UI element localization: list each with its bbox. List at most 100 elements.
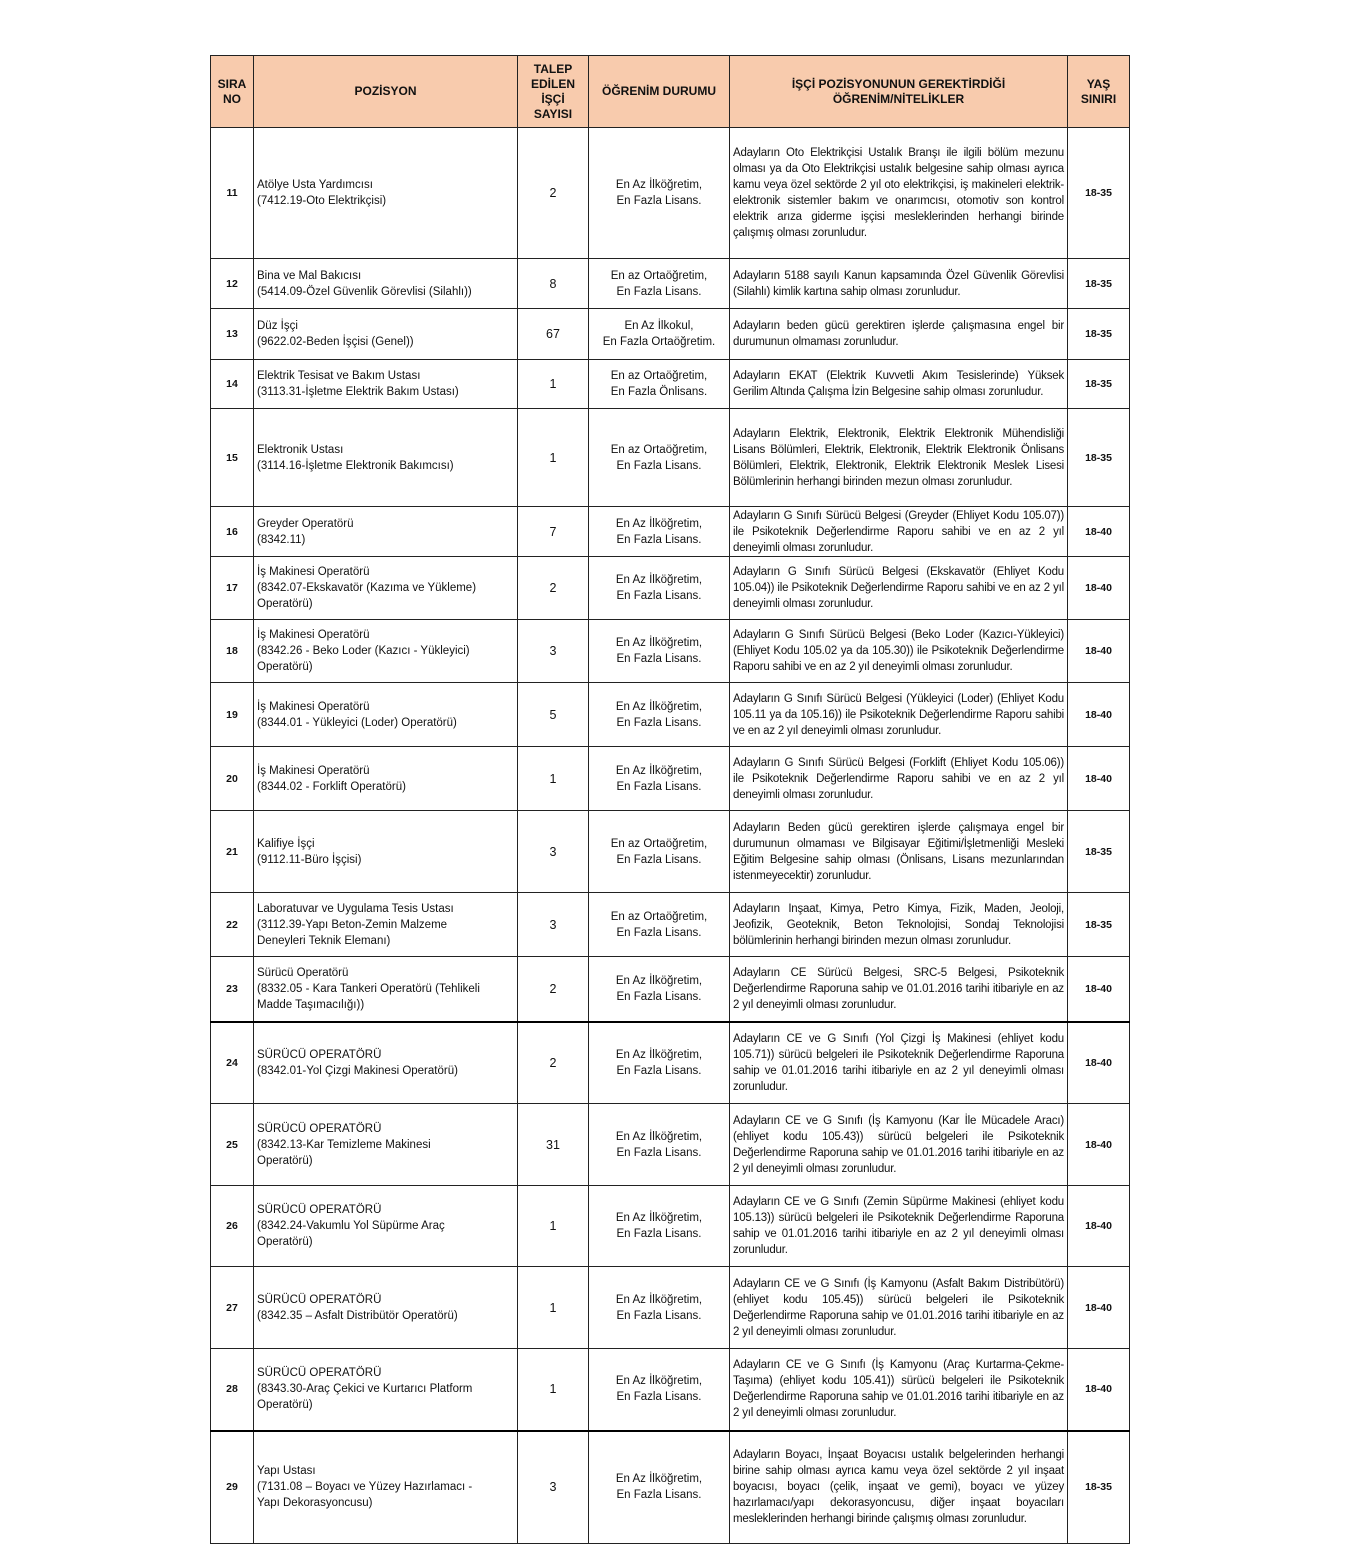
qualifications-text: Adayların CE ve G Sınıfı (Zemin Süpürme … <box>729 1185 1068 1267</box>
education-cell: En Az İlköğretim, En Fazla Lisans. <box>588 1185 730 1267</box>
position-line: Yapı Ustası <box>257 1465 316 1478</box>
requested-count: 8 <box>517 258 589 309</box>
table-row: 14 Elektrik Tesisat ve Bakım Ustası (3113.… <box>210 359 1130 409</box>
position-line: Elektronik Ustası <box>257 443 344 456</box>
age-limit: 18-35 <box>1067 359 1130 409</box>
row-number: 20 <box>210 746 254 811</box>
education-cell: En az Ortaöğretim, En Fazla Lisans. <box>588 892 730 957</box>
education-line: En Fazla Lisans. <box>616 853 702 866</box>
requested-count: 1 <box>517 1348 589 1432</box>
position-cell: Elektrik Tesisat ve Bakım Ustası (3113.31… <box>253 359 518 409</box>
age-limit: 18-40 <box>1067 1348 1130 1432</box>
table-row: 13 Düz İşçi (9622.02-Beden İşçisi (Genel))… <box>210 308 1130 360</box>
row-number: 14 <box>210 359 254 409</box>
table-row: 21 Kalifiye İşçi (9112.11-Büro İşçisi) 3 En … <box>210 810 1130 893</box>
position-line: Operatörü) <box>257 1154 313 1167</box>
qualifications-text: Adayların G Sınıfı Sürücü Belgesi (Ekska… <box>729 556 1068 620</box>
position-line: Atölye Usta Yardımcısı <box>257 179 373 191</box>
education-line: En Fazla Lisans. <box>616 990 702 1003</box>
education-line: En az Ortaöğretim, <box>610 443 708 456</box>
position-cell: Greyder Operatörü (8342.11) <box>253 506 518 557</box>
row-number: 16 <box>210 506 254 557</box>
age-limit: 18-35 <box>1067 258 1130 309</box>
row-number: 24 <box>210 1021 254 1104</box>
position-line: (3113.31-İşletme Elektrik Bakım Ustası) <box>257 386 459 398</box>
education-line: En Az İlköğretim, <box>615 517 703 530</box>
education-line: En Az İlköğretim, <box>615 1130 703 1143</box>
qualifications-text: Adayların Beden gücü gerektiren işlerde … <box>729 810 1068 893</box>
header-nitelikler: İŞÇİ POZİSYONUNUN GEREKTİRDİĞİ ÖĞRENİM/N… <box>729 55 1068 128</box>
requested-count: 3 <box>517 1430 589 1544</box>
position-line: Operatörü) <box>257 1236 313 1248</box>
table-row: 26 SÜRÜCÜ OPERATÖRÜ (8342.24-Vakumlu Yol S… <box>210 1185 1130 1267</box>
education-line: En Az İlköğretim, <box>615 574 703 586</box>
header-talep: TALEP EDİLEN İŞÇİ SAYISI <box>517 55 589 128</box>
position-line: Elektrik Tesisat ve Bakım Ustası <box>257 370 421 382</box>
education-cell: En Az İlköğretim, En Fazla Lisans. <box>588 619 730 683</box>
row-number: 26 <box>210 1185 254 1267</box>
table-row: 19 İş Makinesi Operatörü (8344.01 - Yükley… <box>210 682 1130 747</box>
requested-count: 7 <box>517 506 589 557</box>
education-line: En Fazla Lisans. <box>616 1489 702 1502</box>
requested-count: 3 <box>517 619 589 683</box>
qualifications-text: Adayların CE Sürücü Belgesi, SRC-5 Belge… <box>729 956 1068 1023</box>
education-line: En Fazla Lisans. <box>616 1309 702 1322</box>
position-cell: SÜRÜCÜ OPERATÖRÜ (8342.01-Yol Çizgi Makin… <box>253 1021 518 1104</box>
row-number: 11 <box>210 127 254 259</box>
education-line: En Az İlköğretim, <box>615 179 703 191</box>
position-line: (3114.16-İşletme Elektronik Bakımcısı) <box>257 459 454 472</box>
position-line: (8342.07-Ekskavatör (Kazıma ve Yükleme) <box>257 582 477 594</box>
position-line: Kalifiye İşçi <box>257 837 315 850</box>
qualifications-text: Adayların beden gücü gerektiren işlerde … <box>729 308 1068 360</box>
table-row: 20 İş Makinesi Operatörü (8344.02 - Forkli… <box>210 746 1130 811</box>
position-cell: Laboratuvar ve Uygulama Tesis Ustası (311… <box>253 892 518 957</box>
age-limit: 18-40 <box>1067 556 1130 620</box>
education-line: En Az İlköğretim, <box>615 1048 703 1061</box>
position-line: SÜRÜCÜ OPERATÖRÜ <box>257 1293 382 1306</box>
requested-count: 5 <box>517 682 589 747</box>
education-line: En Fazla Lisans. <box>616 926 702 939</box>
requested-count: 3 <box>517 810 589 893</box>
position-line: SÜRÜCÜ OPERATÖRÜ <box>257 1122 382 1135</box>
row-number: 17 <box>210 556 254 620</box>
education-cell: En Az İlköğretim, En Fazla Lisans. <box>588 1021 730 1104</box>
age-limit: 18-40 <box>1067 619 1130 683</box>
education-line: En Fazla Lisans. <box>616 1391 702 1404</box>
age-limit: 18-35 <box>1067 408 1130 507</box>
education-line: En Fazla Lisans. <box>616 590 702 602</box>
position-line: (5414.09-Özel Güvenlik Görevlisi (Silahl… <box>257 285 472 298</box>
position-cell: SÜRÜCÜ OPERATÖRÜ (8342.13-Kar Temizleme M… <box>253 1103 518 1186</box>
age-limit: 18-40 <box>1067 956 1130 1023</box>
position-cell: Düz İşçi (9622.02-Beden İşçisi (Genel)) <box>253 308 518 360</box>
qualifications-text: Adayların Elektrik, Elektronik, Elektrik… <box>729 408 1068 507</box>
education-cell: En Az İlköğretim, En Fazla Lisans. <box>588 1348 730 1432</box>
education-cell: En Az İlköğretim, En Fazla Lisans. <box>588 506 730 557</box>
table-row: 24 SÜRÜCÜ OPERATÖRÜ (8342.01-Yol Çizgi Mak… <box>210 1021 1130 1104</box>
table-row: 23 Sürücü Operatörü (8332.05 - Kara Tanker… <box>210 956 1130 1023</box>
education-line: En Fazla Lisans. <box>616 533 702 546</box>
requested-count: 1 <box>517 746 589 811</box>
position-line: (7131.08 – Boyacı ve Yüzey Hazırlamacı - <box>257 1481 473 1494</box>
table-row: 15 Elektronik Ustası (3114.16-İşletme Elek… <box>210 408 1130 507</box>
position-cell: İş Makinesi Operatörü (8344.01 - Yükleyic… <box>253 682 518 747</box>
education-line: En az Ortaöğretim, <box>610 910 708 923</box>
row-number: 12 <box>210 258 254 309</box>
requested-count: 2 <box>517 127 589 259</box>
education-line: En Az İlköğretim, <box>615 637 703 649</box>
row-number: 13 <box>210 308 254 360</box>
education-cell: En Az İlköğretim, En Fazla Lisans. <box>588 1430 730 1544</box>
position-line: (9622.02-Beden İşçisi (Genel)) <box>257 336 414 348</box>
education-cell: En Az İlköğretim, En Fazla Lisans. <box>588 1103 730 1186</box>
qualifications-text: Adayların G Sınıfı Sürücü Belgesi (Greyd… <box>729 506 1068 557</box>
education-line: En Az İlköğretim, <box>615 974 703 987</box>
qualifications-text: Adayların Boyacı, İnşaat Boyacısı ustalı… <box>729 1430 1068 1544</box>
education-line: En Az İlköğretim, <box>615 1473 703 1486</box>
education-cell: En az Ortaöğretim, En Fazla Önlisans. <box>588 359 730 409</box>
position-cell: SÜRÜCÜ OPERATÖRÜ (8342.35 – Asfalt Distri… <box>253 1266 518 1349</box>
education-line: En Az İlköğretim, <box>615 700 703 713</box>
education-line: En az Ortaöğretim, <box>610 269 708 282</box>
header-sira-no: SIRA NO <box>210 55 254 128</box>
position-line: (8342.13-Kar Temizleme Makinesi <box>257 1138 431 1151</box>
position-line: İş Makinesi Operatörü <box>257 566 370 578</box>
table-row: 18 İş Makinesi Operatörü (8342.26 - Beko L… <box>210 619 1130 683</box>
